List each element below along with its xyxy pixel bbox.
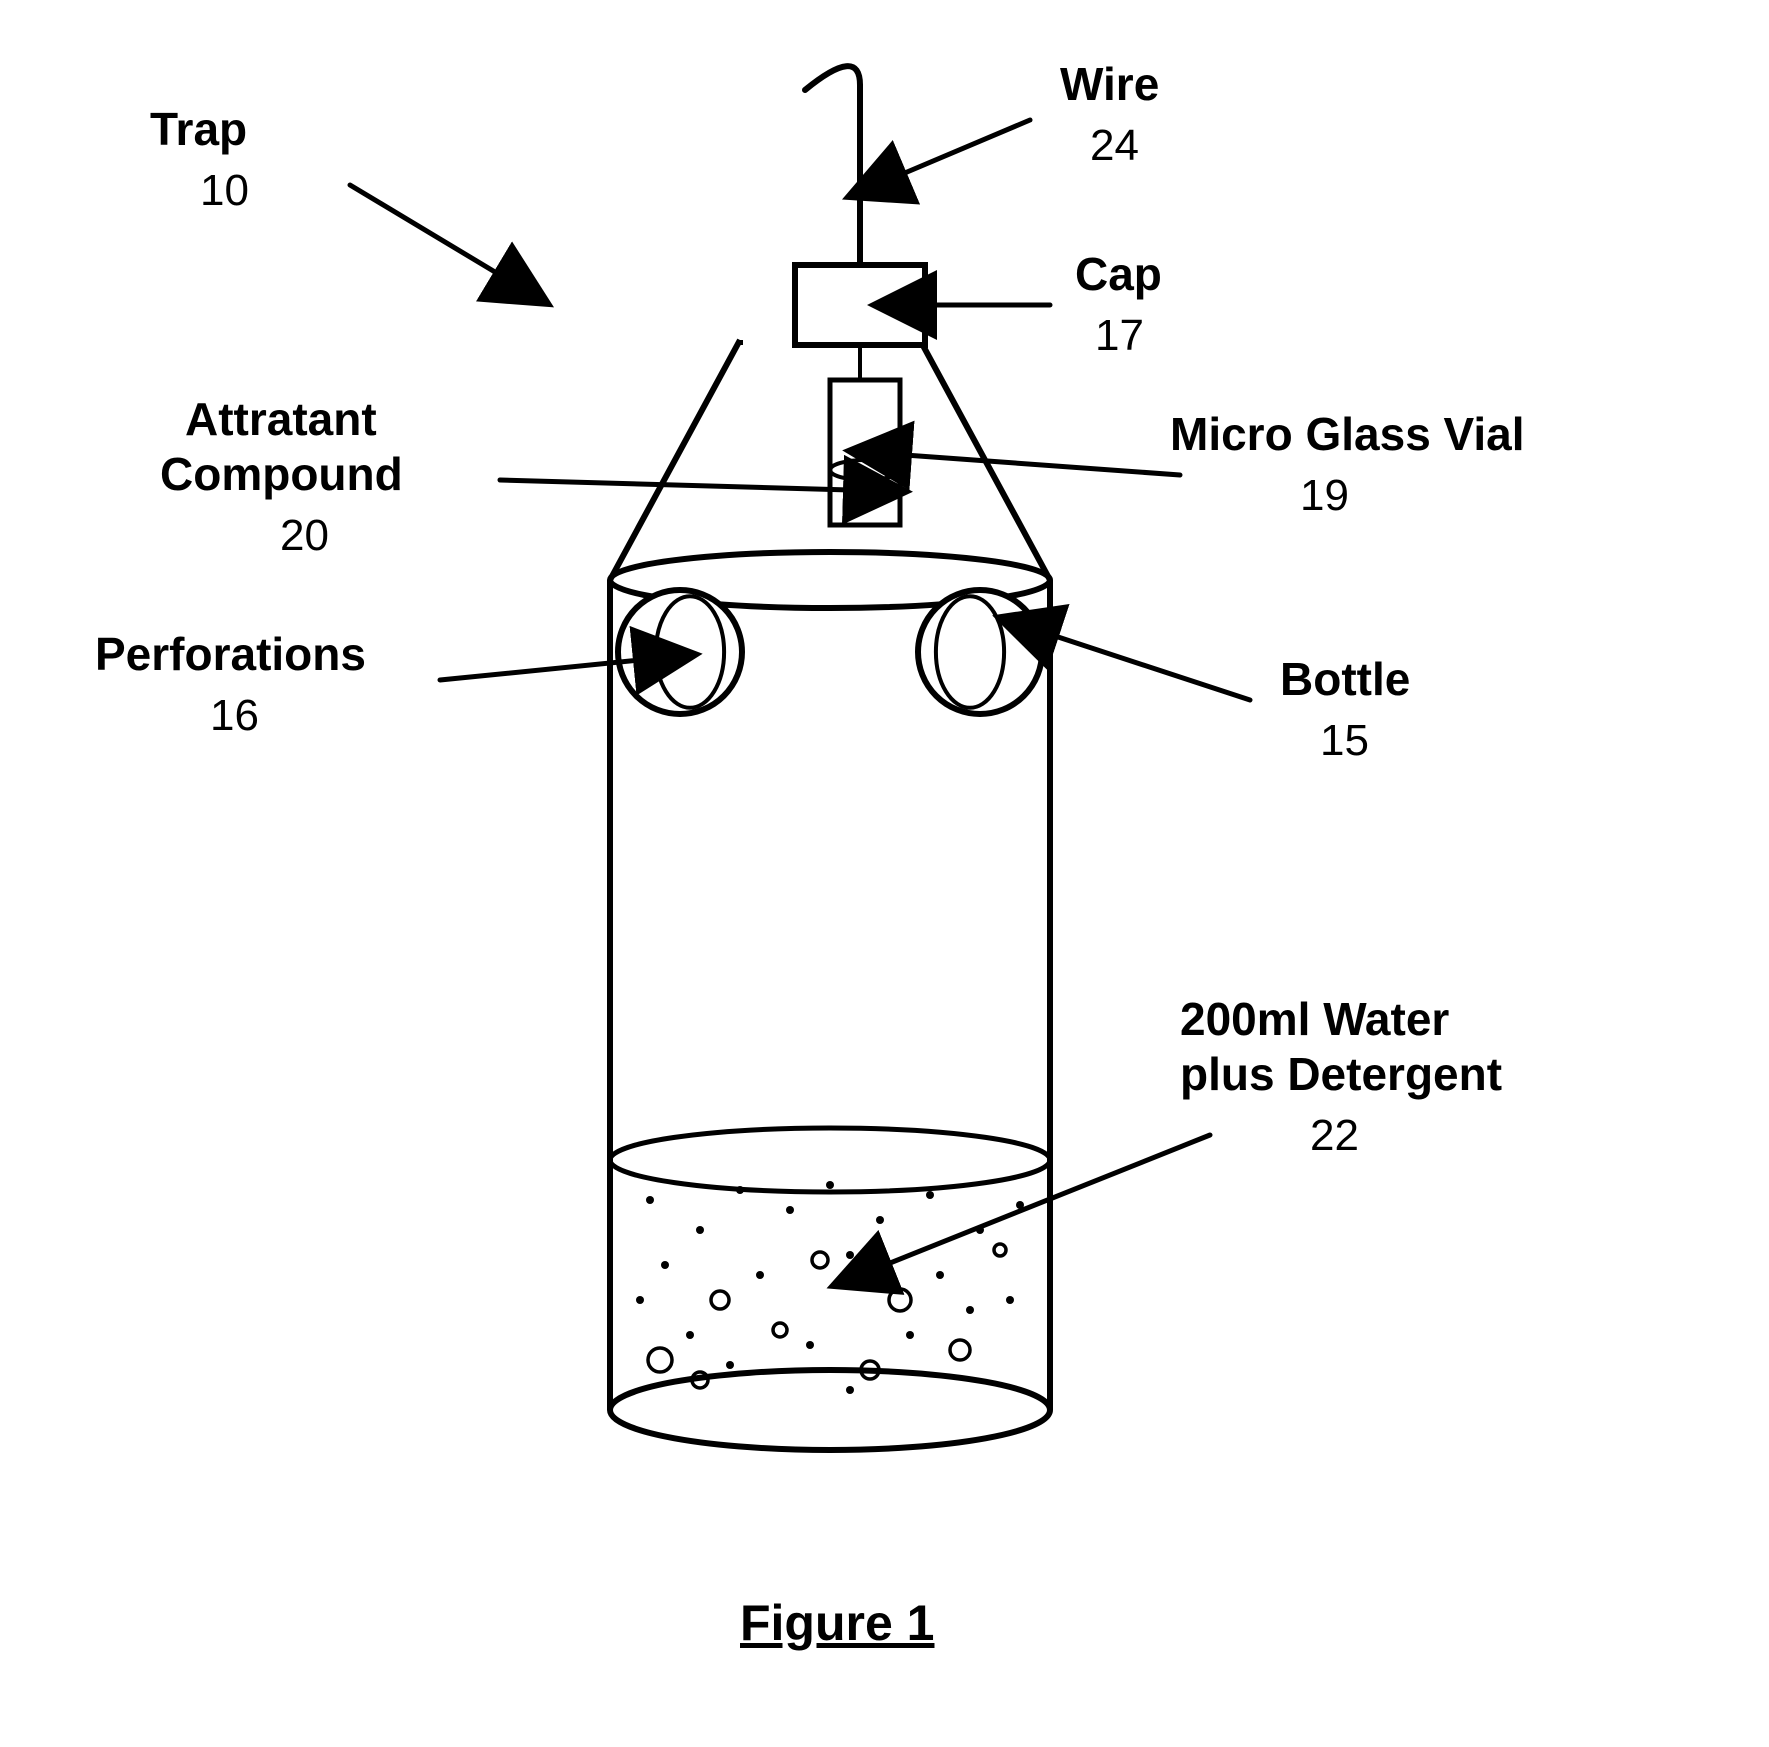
label-trap-title: Trap [150, 103, 247, 155]
label-trap-num: 10 [200, 166, 249, 215]
bottle-drawing [610, 66, 1050, 1450]
label-wire-num: 24 [1090, 121, 1139, 170]
label-wire-title: Wire [1060, 58, 1159, 110]
label-perf-num: 16 [210, 691, 259, 740]
label-water-title1: 200ml Water [1180, 993, 1449, 1045]
label-bottle-num: 15 [1320, 716, 1369, 765]
label-attr-title1: Attratant [185, 393, 377, 445]
label-vial-title: Micro Glass Vial [1170, 408, 1525, 460]
label-perf-title: Perforations [95, 628, 366, 680]
label-attr-title2: Compound [160, 448, 403, 500]
label-cap-title: Cap [1075, 248, 1162, 300]
label-attr-num: 20 [280, 511, 329, 560]
figure-svg: Trap 10 Wire 24 Cap 17 Micro Glass Vial … [0, 0, 1769, 1747]
label-water-num: 22 [1310, 1111, 1359, 1160]
label-cap-num: 17 [1095, 311, 1144, 360]
label-vial-num: 19 [1300, 471, 1349, 520]
label-water-title2: plus Detergent [1180, 1048, 1502, 1100]
label-bottle-title: Bottle [1280, 653, 1410, 705]
figure-caption: Figure 1 [740, 1595, 934, 1651]
